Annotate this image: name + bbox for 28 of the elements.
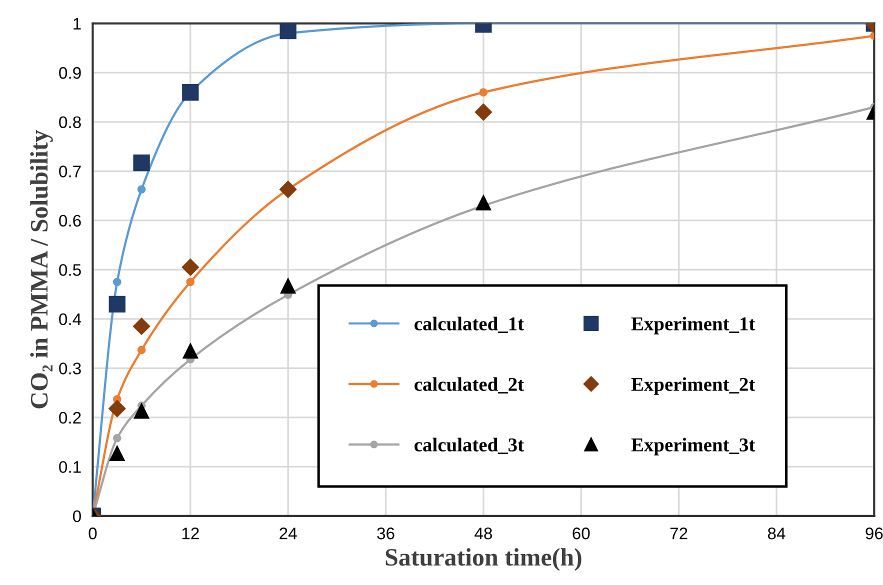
- x-tick-label: 12: [182, 528, 199, 540]
- x-axis-title: Saturation time(h): [386, 548, 582, 571]
- x-tick-label: 48: [474, 528, 492, 540]
- x-tick-label: 0: [88, 528, 97, 540]
- x-tick-label: 96: [866, 528, 883, 540]
- y-tick-label: 0.5: [59, 264, 81, 276]
- y-tick-label: 0.2: [59, 412, 81, 424]
- y-tick-label: 0.4: [59, 313, 82, 326]
- y-tick-label: 0.3: [59, 362, 81, 374]
- y-tick-label: 0: [72, 510, 81, 522]
- x-tick-label: 36: [377, 528, 394, 540]
- y-tick-label: 0.7: [59, 166, 81, 178]
- y-tick-label: 1: [74, 18, 81, 30]
- y-tick-label: 0.1: [59, 461, 81, 473]
- legend-label: Experiment_1t: [631, 316, 756, 334]
- y-tick-label: 0.9: [59, 67, 81, 79]
- legend-label: Experiment_2t: [631, 377, 756, 395]
- x-tick-label: 84: [768, 528, 786, 540]
- x-tick-label: 72: [670, 528, 688, 540]
- legend-label: calculated_2t: [414, 377, 524, 394]
- x-tick-label: 24: [280, 528, 297, 540]
- y-tick-label: 0.6: [59, 214, 81, 227]
- legend-label: calculated_3t: [414, 438, 524, 454]
- y-tick-label: 0.8: [59, 116, 81, 128]
- legend-label: Experiment_3t: [631, 438, 756, 456]
- x-tick-label: 60: [572, 528, 590, 540]
- y-axis-title: CO₂ in PMMA / Solubility: [30, 130, 53, 408]
- legend-label: calculated_1t: [414, 316, 524, 333]
